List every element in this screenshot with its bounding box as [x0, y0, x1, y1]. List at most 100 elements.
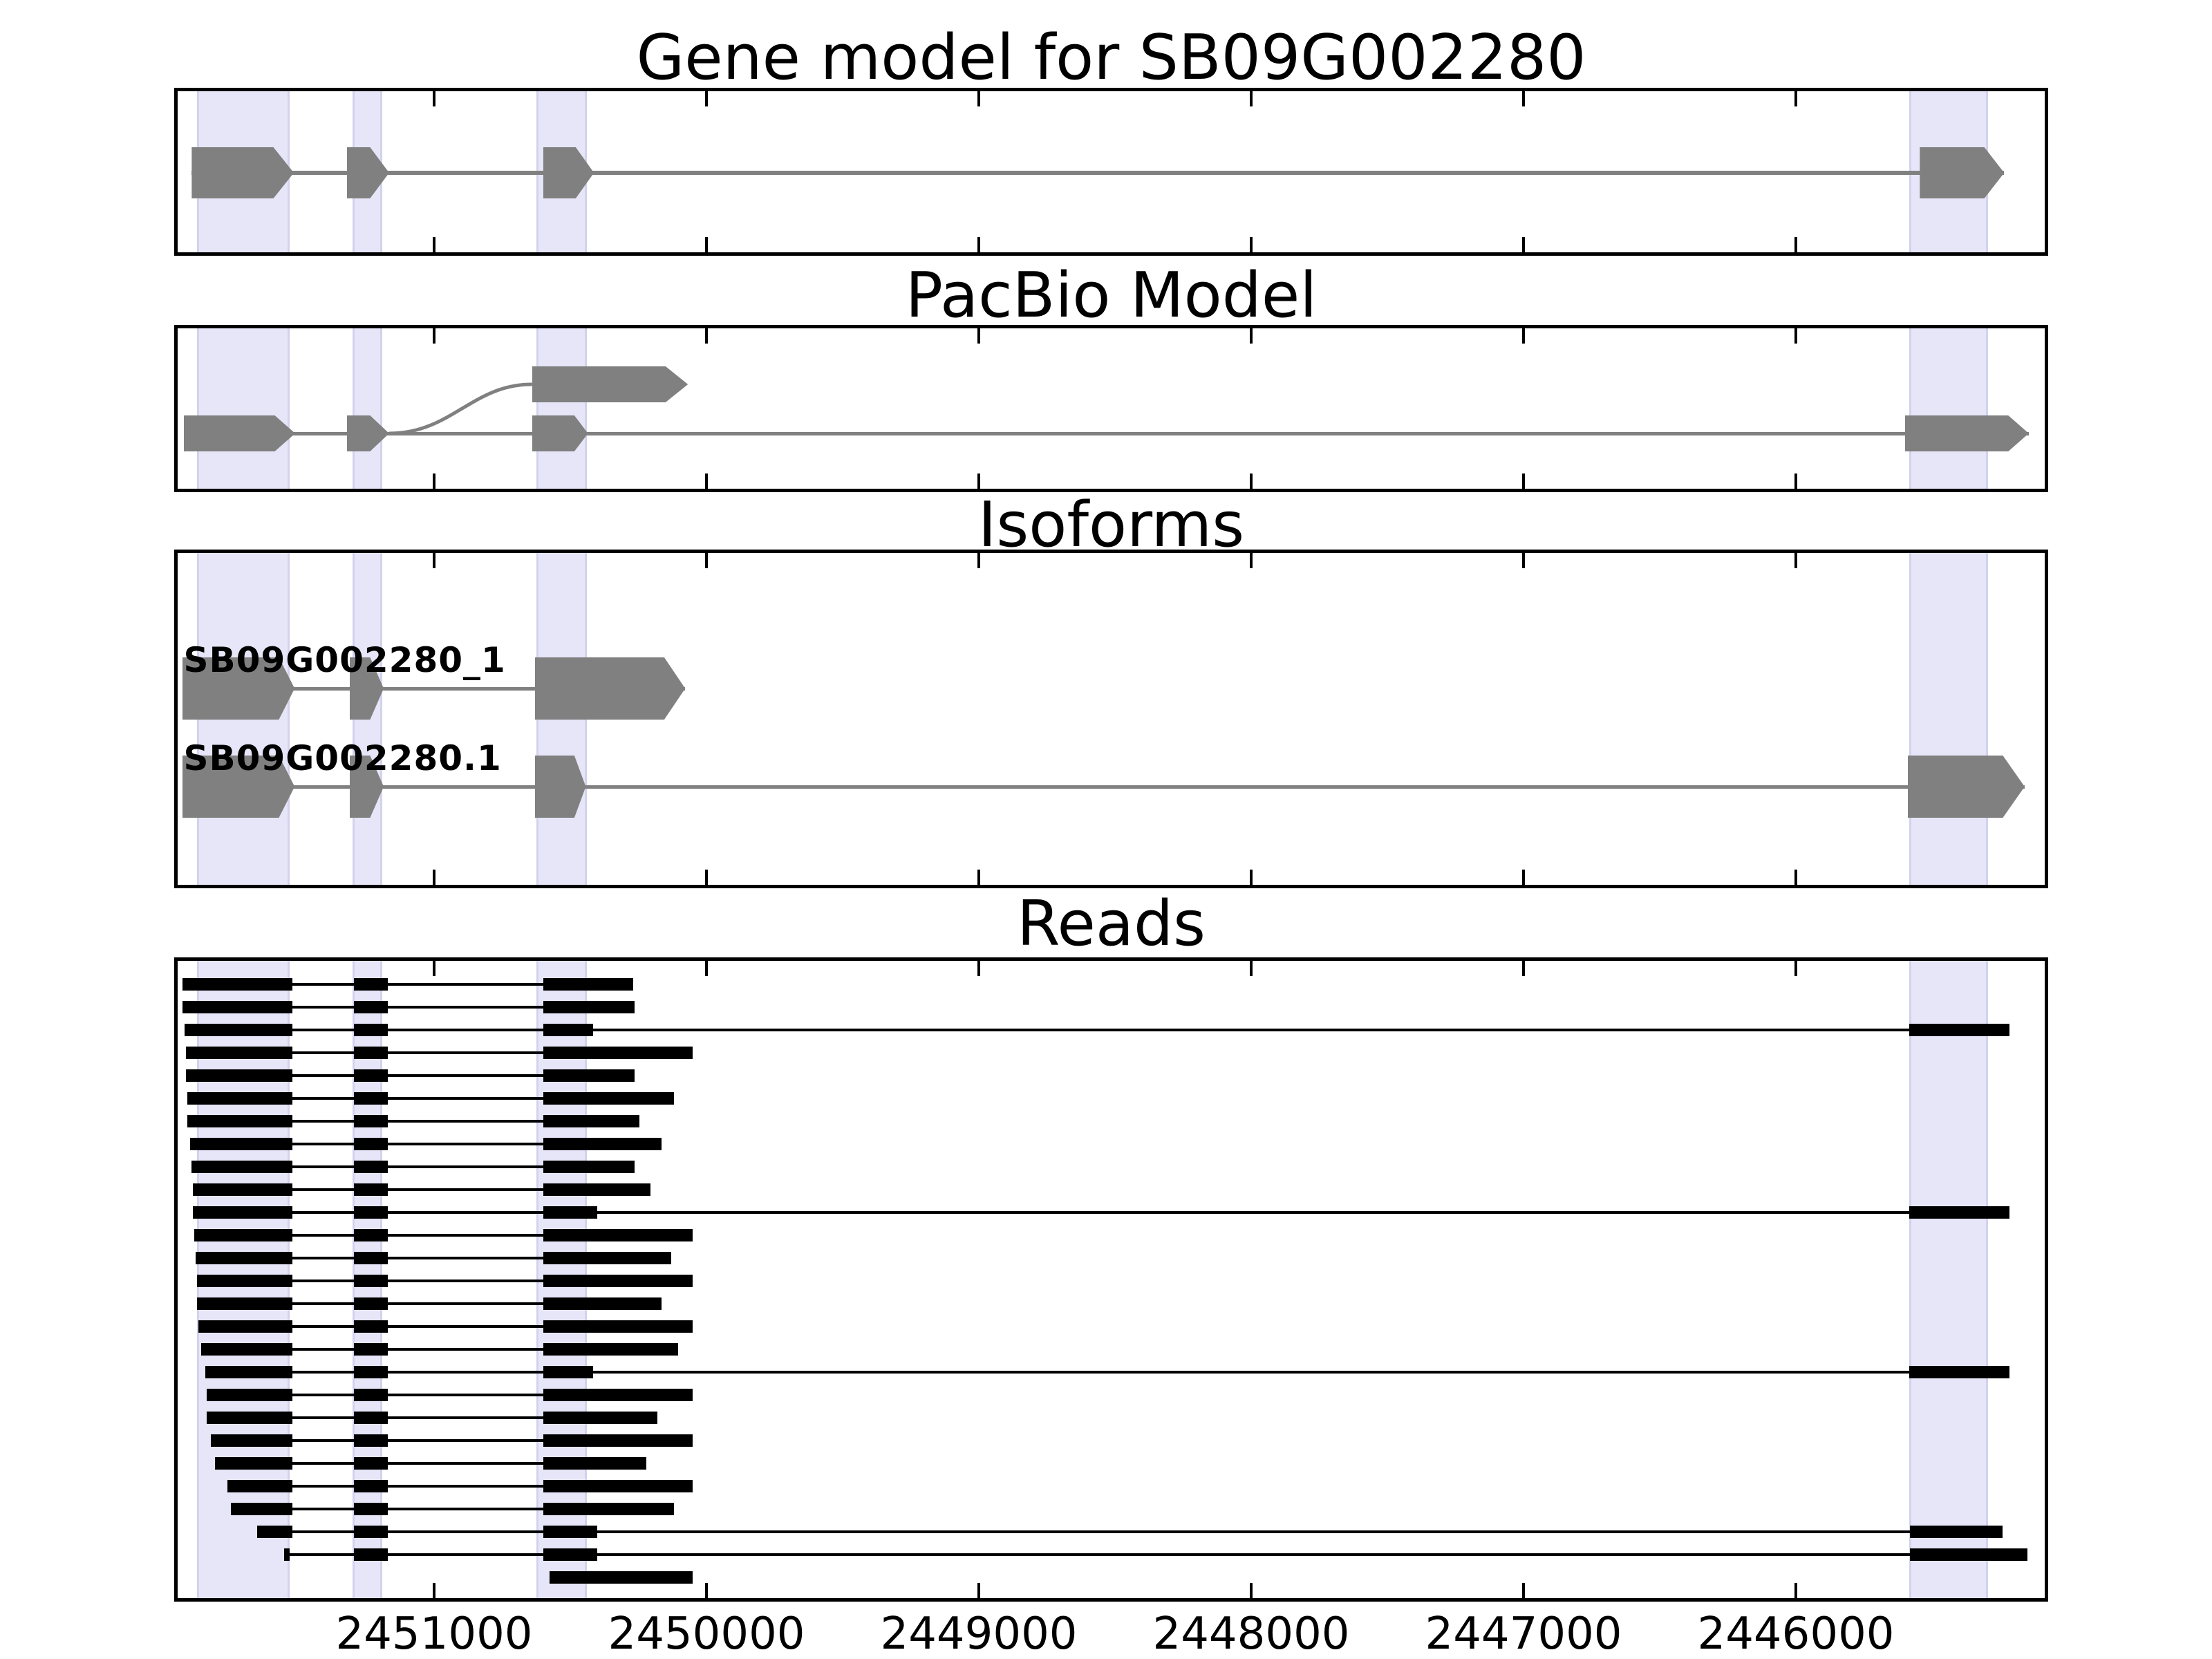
read-gap-line: [388, 1029, 543, 1031]
read-exon-block: [353, 1001, 388, 1013]
x-axis-tick-label: 2448000: [1152, 1609, 1350, 1659]
read-gap-line: [388, 1508, 543, 1510]
read-exon-block: [1909, 1024, 2010, 1036]
read-gap-line: [388, 1074, 543, 1077]
read-exon-block: [353, 1161, 388, 1173]
title-pacbio-model: PacBio Model: [905, 259, 1318, 332]
read-exon-block: [197, 1297, 293, 1310]
read-gap-line: [388, 1280, 543, 1282]
read-exon-block: [353, 1434, 388, 1447]
read-gap-line: [388, 1439, 543, 1442]
axis-tick: [977, 870, 980, 885]
axis-tick: [1522, 870, 1525, 885]
read-gap-line: [593, 1371, 1909, 1374]
exon-arrow-glyph: [1904, 415, 2029, 451]
read-exon-block: [214, 1457, 293, 1470]
read-exon-block: [353, 1115, 388, 1127]
x-axis-tick-label: 2447000: [1425, 1609, 1622, 1659]
read-exon-block: [543, 1047, 693, 1059]
axis-tick: [1794, 553, 1797, 568]
read-exon-block: [543, 1252, 671, 1264]
read-gap-line: [388, 1325, 543, 1328]
axis-tick: [1522, 91, 1525, 106]
read-gap-line: [593, 1029, 1909, 1031]
read-gap-line: [292, 1257, 354, 1259]
read-exon-block: [353, 1320, 388, 1333]
highlight-band: [536, 328, 587, 489]
read-exon-block: [353, 1252, 388, 1264]
read-exon-block: [543, 1480, 693, 1492]
read-gap-line: [292, 1165, 354, 1168]
axis-tick: [433, 237, 435, 252]
read-exon-block: [353, 1138, 388, 1150]
read-gap-line: [597, 1553, 1911, 1556]
read-gap-line: [388, 1051, 543, 1054]
read-gap-line: [292, 1394, 354, 1396]
read-exon-block: [543, 1389, 693, 1401]
read-exon-block: [353, 1480, 388, 1492]
read-exon-block: [543, 1069, 635, 1082]
panel-pacbio-model: [174, 325, 2048, 492]
read-gap-line: [388, 1416, 543, 1419]
read-gap-line: [292, 1234, 354, 1237]
read-exon-block: [353, 1412, 388, 1424]
read-exon-block: [543, 1275, 693, 1287]
read-exon-block: [353, 1503, 388, 1515]
read-exon-block: [353, 1389, 388, 1401]
axis-tick: [1794, 870, 1797, 885]
read-exon-block: [231, 1503, 293, 1515]
highlight-band: [1909, 553, 1988, 885]
read-exon-block: [182, 1001, 293, 1013]
read-exon-block: [543, 978, 633, 991]
highlight-band: [1909, 328, 1988, 489]
axis-tick: [705, 328, 708, 344]
read-exon-block: [1910, 1548, 2027, 1561]
read-exon-block: [543, 1115, 640, 1127]
read-gap-line: [292, 1462, 354, 1465]
axis-tick: [433, 870, 435, 885]
read-gap-line: [388, 1188, 543, 1191]
axis-tick: [433, 474, 435, 489]
title-reads: Reads: [1016, 888, 1206, 960]
axis-tick: [977, 237, 980, 252]
axis-tick: [1250, 474, 1253, 489]
read-exon-block: [543, 1161, 635, 1173]
read-gap-line: [388, 1553, 543, 1556]
read-gap-line: [292, 983, 354, 986]
panel-gene-model: [174, 88, 2048, 256]
read-exon-block: [543, 1229, 693, 1241]
read-exon-block: [187, 1115, 293, 1127]
axis-tick: [1250, 961, 1253, 976]
axis-tick: [1794, 961, 1797, 976]
read-gap-line: [388, 1097, 543, 1100]
read-gap-line: [292, 1120, 354, 1123]
read-exon-block: [353, 1069, 388, 1082]
read-exon-block: [1909, 1366, 2010, 1378]
read-exon-block: [353, 1206, 388, 1219]
read-gap-line: [292, 1097, 354, 1100]
axis-tick: [977, 91, 980, 106]
read-exon-block: [353, 1229, 388, 1241]
axis-tick: [1794, 91, 1797, 106]
axis-tick: [977, 553, 980, 568]
axis-tick: [1250, 328, 1253, 344]
axis-tick: [977, 328, 980, 344]
title-isoforms: Isoforms: [977, 489, 1245, 561]
read-gap-line: [597, 1530, 1911, 1533]
panel-reads: [174, 957, 2048, 1602]
read-gap-line: [292, 1371, 354, 1374]
axis-tick: [433, 553, 435, 568]
exon-arrow-glyph: [1920, 147, 2005, 198]
read-gap-line: [292, 1485, 354, 1488]
read-exon-block: [1909, 1206, 2010, 1219]
read-exon-block: [543, 1548, 598, 1561]
read-gap-line: [388, 1485, 543, 1488]
read-exon-block: [1910, 1526, 2003, 1538]
axis-tick: [1522, 553, 1525, 568]
x-axis-tick-label: 2450000: [608, 1609, 805, 1659]
axis-tick: [977, 474, 980, 489]
read-exon-block: [186, 1047, 293, 1059]
read-gap-line: [292, 1211, 354, 1214]
exon-arrow-glyph: [532, 415, 588, 451]
